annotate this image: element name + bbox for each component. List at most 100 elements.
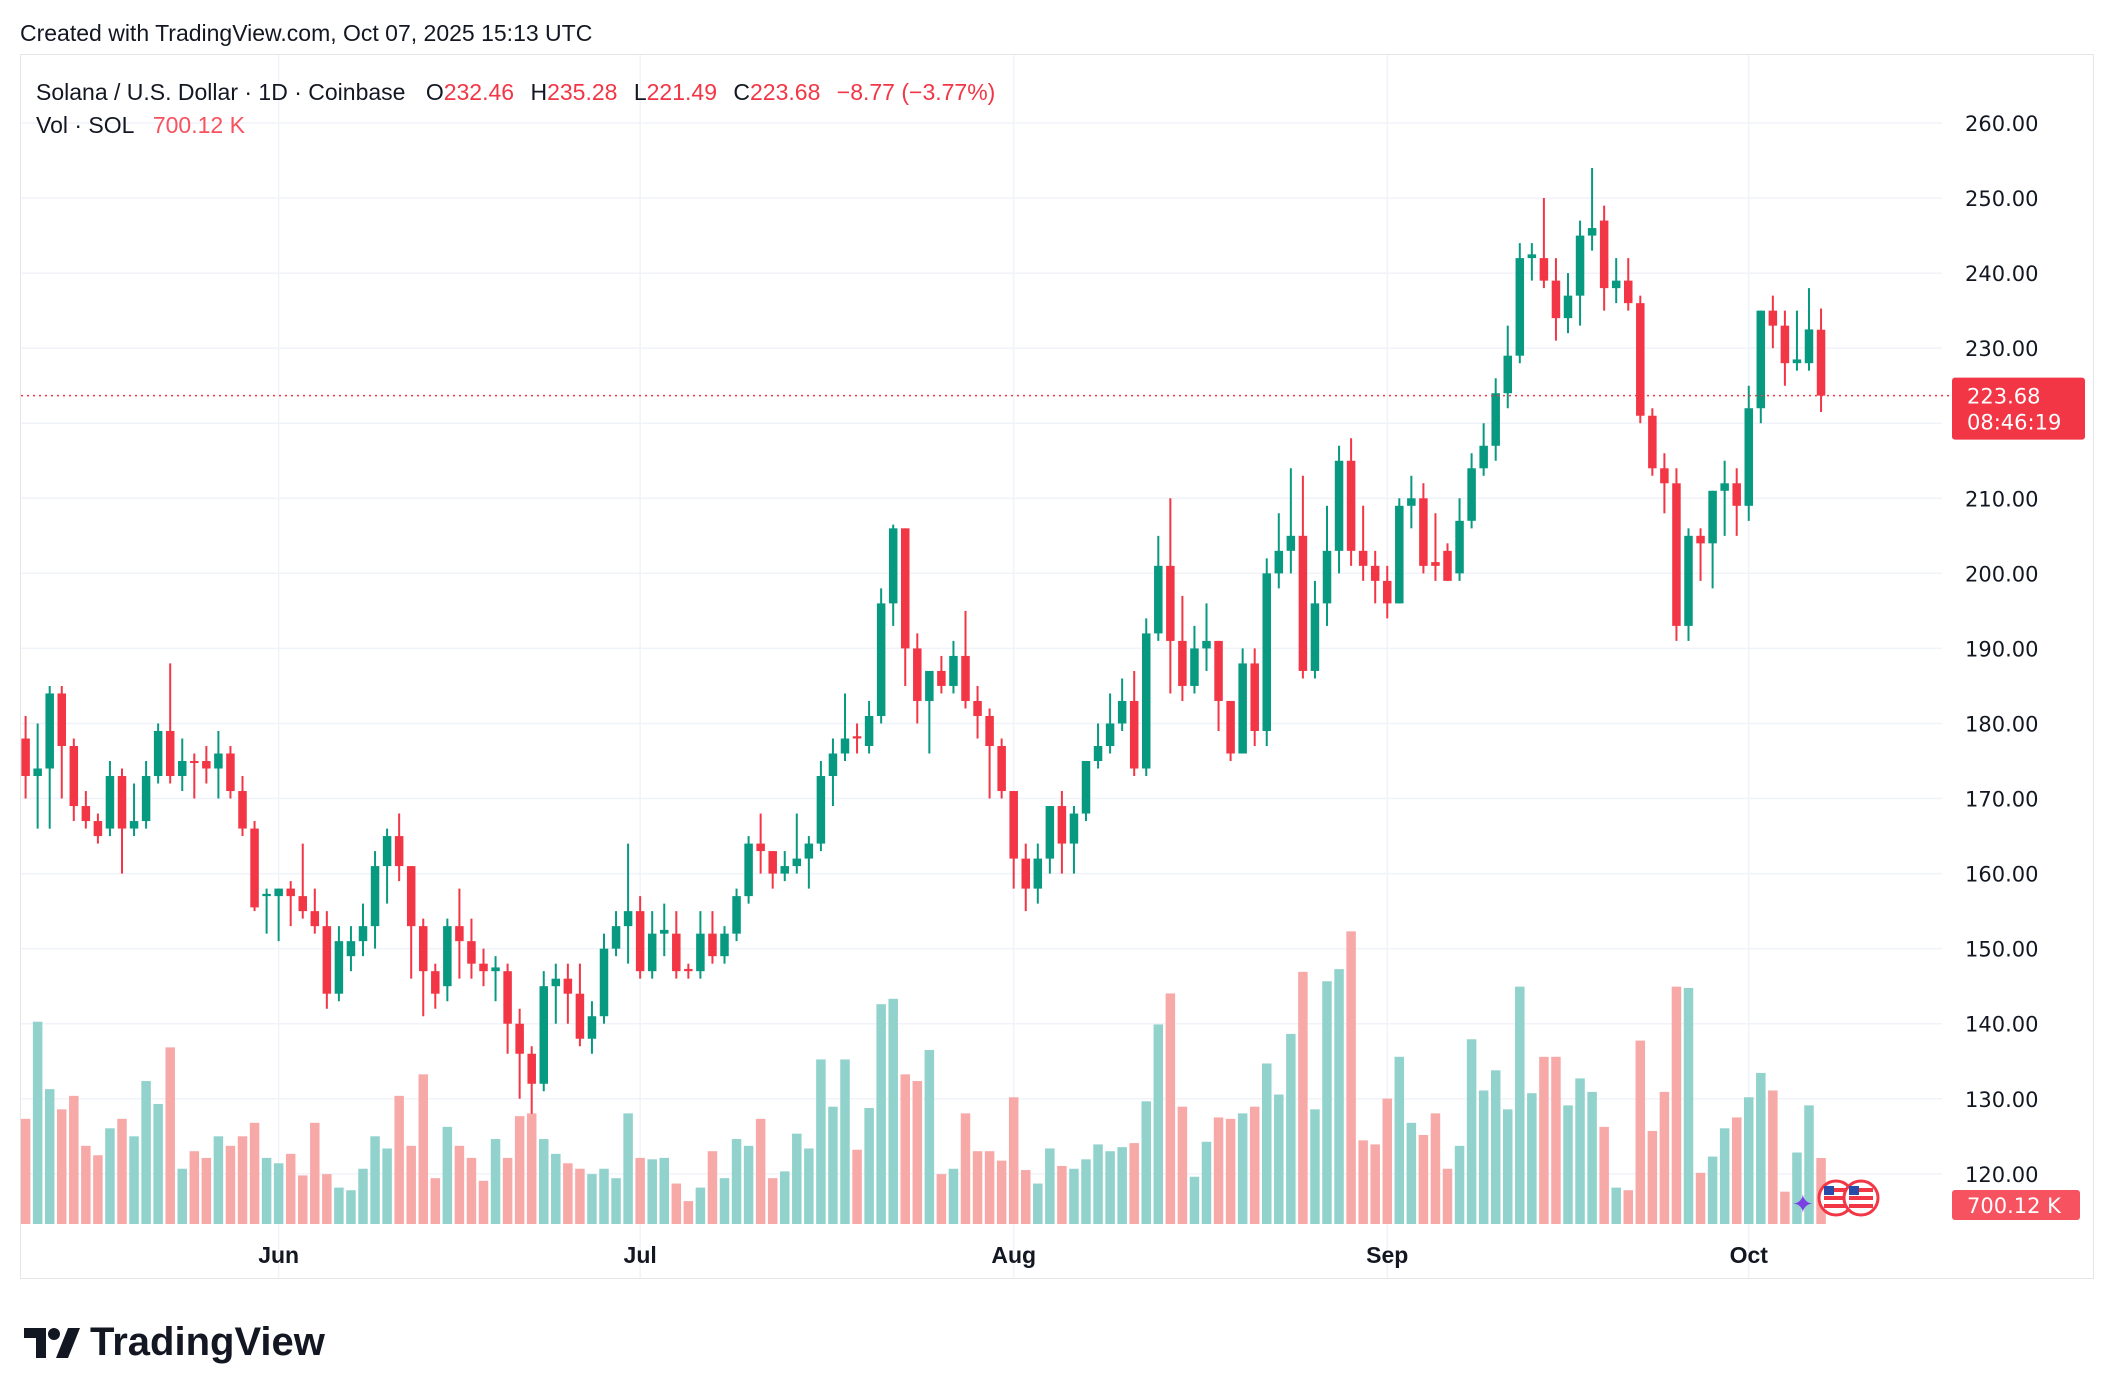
candle-body: [479, 963, 488, 972]
candle: [1527, 243, 1537, 281]
volume-bar: [442, 1126, 453, 1224]
candle: [1057, 791, 1067, 874]
candle: [684, 963, 693, 979]
tradingview-logo-icon: [24, 1327, 80, 1358]
volume-bar: [1117, 1147, 1127, 1224]
candle-body: [298, 896, 307, 912]
volume-bar: [683, 1201, 694, 1224]
candle-body: [864, 715, 874, 746]
candle-body: [1383, 580, 1392, 604]
volume-bar: [623, 1113, 633, 1224]
time-tick-label: Jul: [624, 1242, 657, 1268]
symbol-title[interactable]: Solana / U.S. Dollar · 1D · Coinbase: [36, 79, 406, 105]
candle-body: [1346, 460, 1356, 551]
candle: [202, 745, 211, 784]
candle: [1093, 723, 1103, 769]
candle-body: [925, 670, 934, 701]
logo-text: TradingView: [90, 1320, 325, 1364]
candle: [81, 791, 91, 829]
volume-bar: [1213, 1117, 1224, 1224]
volume-bar: [1527, 1093, 1537, 1224]
volume-bar: [177, 1168, 187, 1224]
candle-body: [1467, 468, 1476, 521]
candle: [527, 1046, 536, 1114]
candle-body: [165, 730, 175, 777]
candle-body: [1407, 498, 1416, 506]
event-markers[interactable]: ✦: [1792, 1179, 1880, 1219]
volume-bar: [334, 1187, 344, 1224]
candle: [1395, 498, 1404, 604]
volume-bar: [1683, 987, 1694, 1224]
volume-bar: [418, 1074, 428, 1224]
sparkle-icon[interactable]: ✦: [1792, 1189, 1814, 1219]
volume-bar: [1370, 1144, 1380, 1224]
close-value: 223.68: [750, 79, 821, 105]
volume-bar: [1249, 1106, 1260, 1224]
chart-credit: Created with TradingView.com, Oct 07, 20…: [20, 20, 593, 46]
price-tick-label: 190.00: [1965, 637, 2038, 661]
candle: [672, 911, 681, 979]
candle: [792, 813, 802, 874]
last-price-label: 223.68 08:46:19: [1952, 377, 2085, 440]
candle-body: [1370, 565, 1380, 581]
candle: [1202, 603, 1211, 671]
candle: [165, 663, 175, 784]
candle-body: [1756, 310, 1766, 409]
volume-bar: [105, 1128, 115, 1224]
volume-bar: [370, 1136, 380, 1224]
candle: [1491, 378, 1500, 461]
tradingview-logo[interactable]: TradingView: [24, 1320, 325, 1365]
volume-bar: [1105, 1151, 1115, 1224]
volume-bar: [1237, 1113, 1248, 1224]
candle: [1443, 543, 1452, 581]
legend-ohlc-row: Solana / U.S. Dollar · 1D · Coinbase O23…: [36, 76, 1005, 109]
candle: [394, 813, 404, 882]
volume-bar: [237, 1136, 248, 1224]
candle-body: [635, 911, 645, 972]
candle-body: [431, 971, 440, 994]
volume-title[interactable]: Vol · SOL: [36, 112, 135, 138]
volume-bar: [261, 1157, 272, 1224]
candle: [443, 918, 452, 1002]
candle: [985, 708, 994, 799]
price-tick-label: 130.00: [1965, 1088, 2038, 1112]
candle-body: [1069, 813, 1079, 844]
volume-bar: [44, 1089, 55, 1224]
high-label: H: [530, 79, 548, 105]
candle: [515, 1008, 524, 1099]
candle-body: [1322, 550, 1332, 604]
candle-body: [202, 761, 211, 769]
volume-bar: [1418, 1134, 1429, 1224]
candle: [1684, 528, 1693, 641]
candle-body: [1515, 258, 1525, 356]
volume-bar: [948, 1168, 959, 1224]
candle: [1274, 513, 1284, 589]
candle-body: [1310, 603, 1320, 671]
candle-body: [804, 843, 814, 859]
candle: [21, 715, 30, 799]
candle: [178, 738, 187, 792]
candle-body: [467, 941, 476, 964]
candle-body: [1527, 254, 1537, 259]
candle-body: [33, 768, 42, 777]
candle-body: [455, 926, 464, 942]
candle: [925, 670, 934, 754]
candle: [33, 723, 42, 829]
candle-body: [828, 753, 838, 777]
candle: [587, 1001, 597, 1054]
candle-body: [768, 851, 777, 874]
volume-bar: [298, 1175, 308, 1224]
candle-body: [117, 776, 127, 829]
volume-bar: [1454, 1145, 1465, 1224]
candle: [1009, 791, 1018, 889]
us-flag-icon[interactable]: [1842, 1179, 1880, 1217]
candle-body: [1214, 640, 1223, 701]
candle: [1358, 505, 1368, 581]
candle: [623, 843, 633, 964]
candle: [1804, 288, 1814, 371]
candle-body: [358, 926, 368, 942]
volume-bar: [1695, 1172, 1706, 1224]
candle-body: [443, 926, 452, 987]
volume-bar: [1707, 1156, 1718, 1224]
